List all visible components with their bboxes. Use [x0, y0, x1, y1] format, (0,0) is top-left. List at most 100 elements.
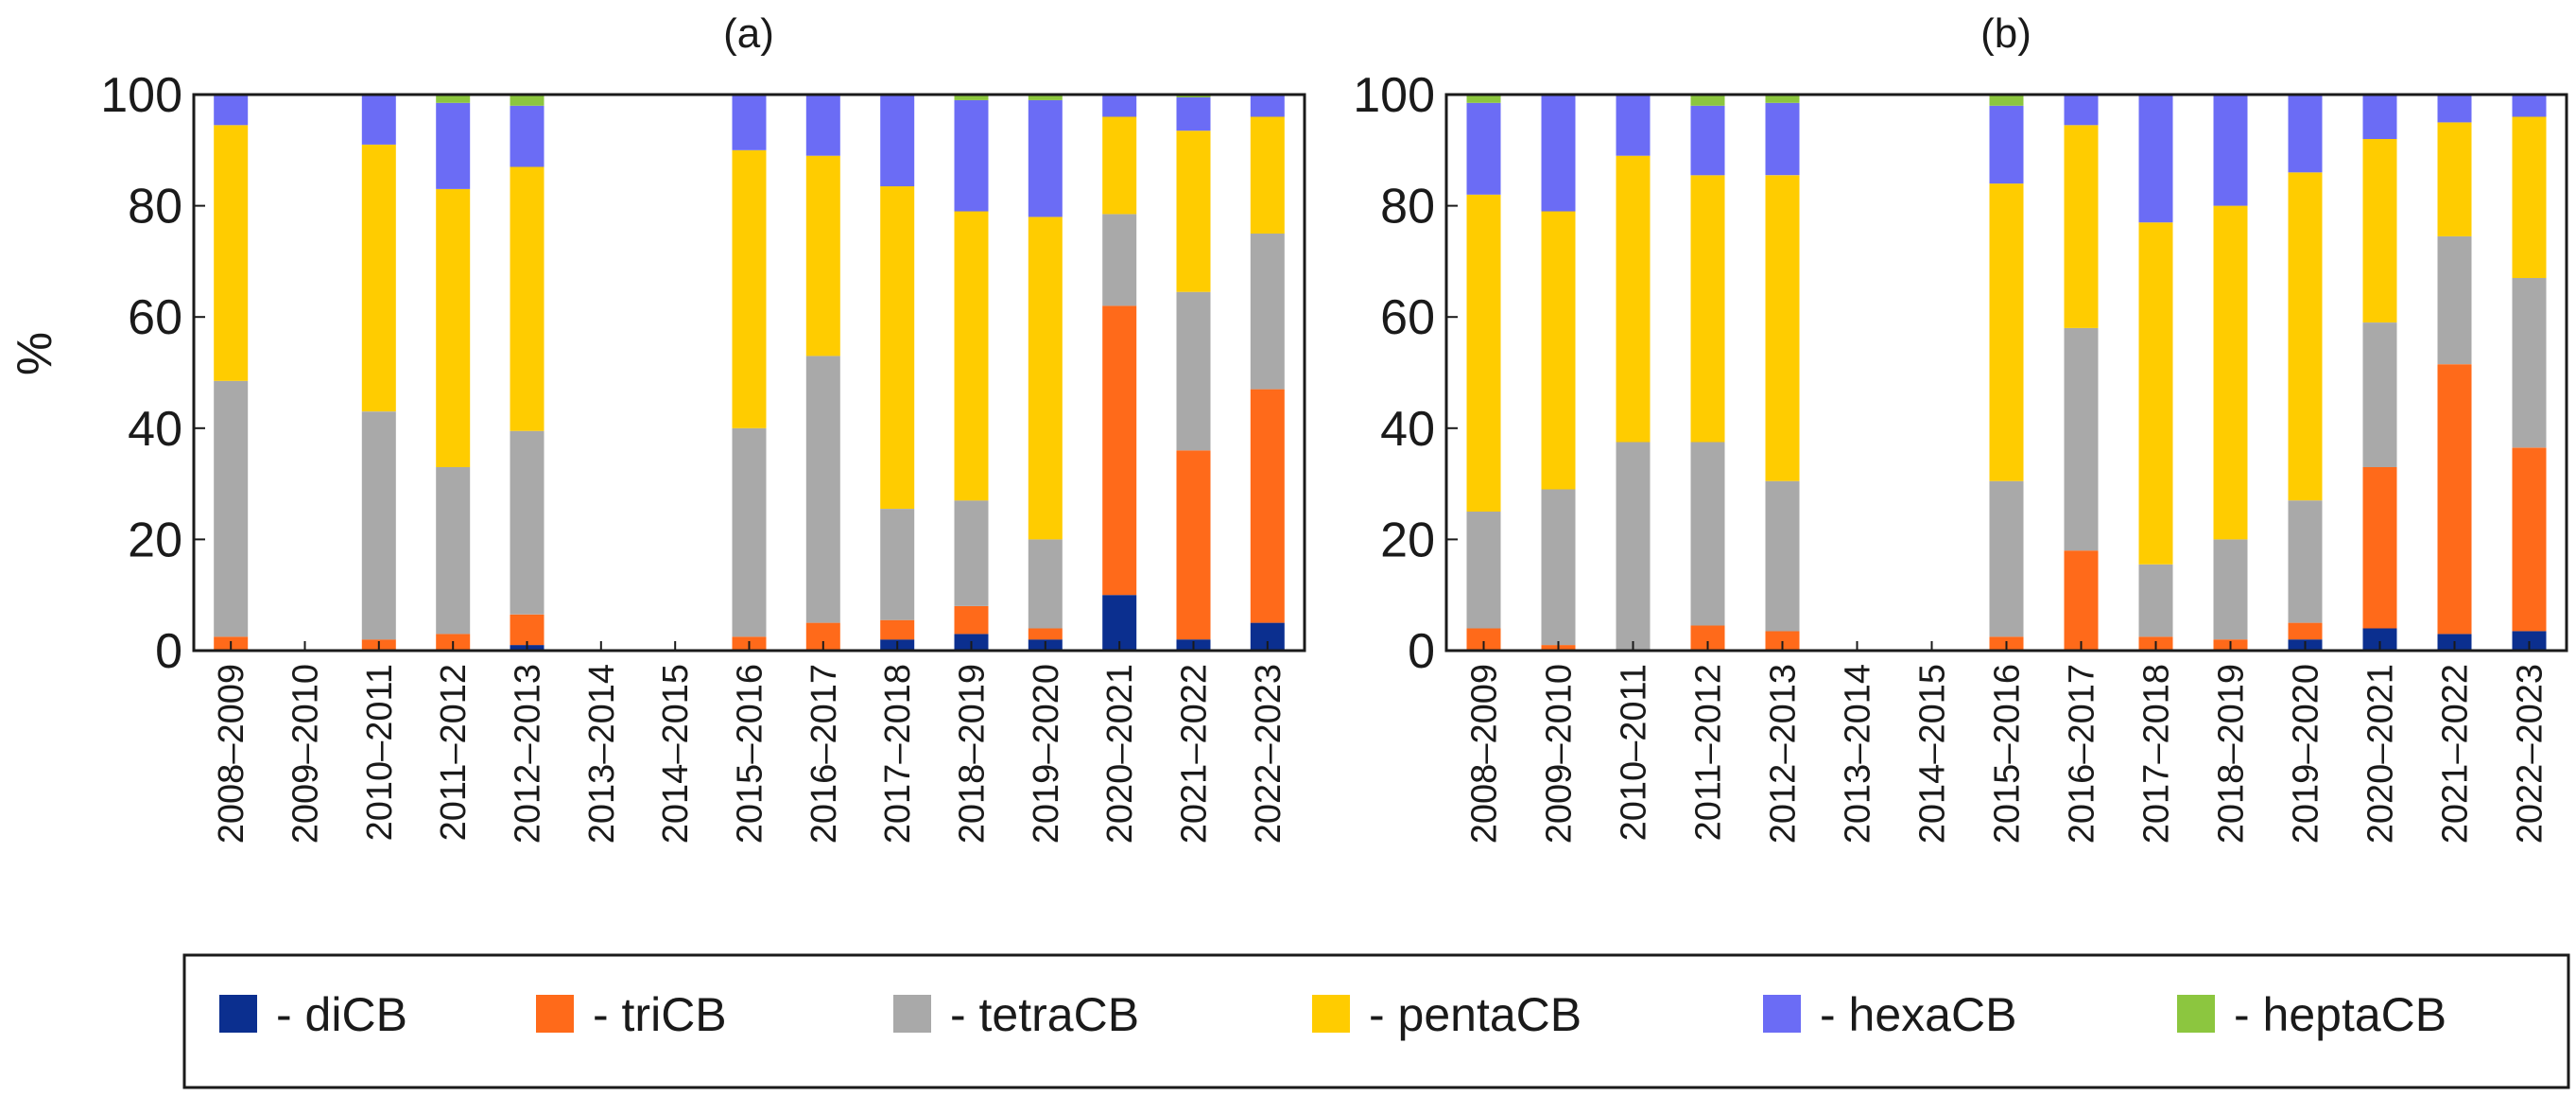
x-tick-label: 2016–2017	[804, 664, 844, 844]
bar-segment-heptaCB-a-4	[510, 95, 545, 106]
bar-segment-hexaCB-b-14	[2512, 95, 2547, 117]
bar-segment-tetraCB-a-2	[361, 411, 396, 640]
bar-segment-pentaCB-a-7	[732, 149, 767, 428]
x-tick-label: 2014–2015	[1913, 664, 1953, 844]
legend-swatch-diCB	[219, 995, 257, 1033]
bar-segment-tetraCB-b-13	[2437, 235, 2472, 365]
bar-segment-triCB-a-10	[954, 606, 989, 635]
bar-segment-pentaCB-a-3	[436, 189, 471, 467]
bar-segment-pentaCB-a-4	[510, 166, 545, 431]
bar-segment-tetraCB-a-14	[1250, 234, 1285, 390]
bar-segment-tetraCB-a-7	[732, 427, 767, 637]
x-tick-label: 2018–2019	[953, 664, 993, 844]
bar-segment-tetraCB-b-7	[1989, 480, 2024, 637]
x-tick-label: 2021–2022	[2436, 664, 2476, 844]
bar-segment-hexaCB-b-12	[2362, 95, 2397, 139]
bar-segment-hexaCB-a-2	[361, 95, 396, 145]
x-tick-label: 2009–2010	[286, 664, 326, 844]
bar-segment-diCB-b-12	[2362, 628, 2397, 651]
y-tick-label: 20	[128, 513, 182, 567]
bar-segment-triCB-a-4	[510, 614, 545, 646]
bar-segment-tetraCB-b-4	[1765, 480, 1800, 632]
y-tick-label: 0	[1408, 624, 1435, 679]
bar-segment-hexaCB-b-3	[1690, 105, 1725, 176]
bar-segment-pentaCB-b-1	[1541, 211, 1576, 490]
bar-segment-hexaCB-a-3	[436, 102, 471, 189]
bar-segment-hexaCB-a-7	[732, 95, 767, 150]
y-tick-label: 0	[155, 624, 182, 679]
panel-b-bars	[1466, 95, 2547, 651]
bar-segment-pentaCB-a-10	[954, 211, 989, 501]
bar-segment-pentaCB-b-9	[2138, 222, 2173, 565]
x-tick-label: 2008–2009	[1465, 664, 1505, 844]
x-tick-label: 2020–2021	[1100, 664, 1140, 844]
bar-segment-triCB-a-9	[880, 619, 915, 640]
y-tick-label: 80	[128, 180, 182, 235]
legend-frame	[182, 953, 2570, 1089]
x-tick-label: 2009–2010	[1540, 664, 1580, 844]
bar-segment-pentaCB-b-10	[2213, 205, 2248, 540]
legend-label-pentaCB: - pentaCB	[1369, 988, 1582, 1041]
x-tick-label: 2022–2023	[2511, 664, 2550, 844]
y-axis-label: %	[8, 332, 62, 375]
bar-segment-triCB-b-0	[1466, 628, 1501, 651]
legend-swatch-tetraCB	[893, 995, 931, 1033]
bar-segment-hexaCB-b-13	[2437, 95, 2472, 123]
x-tick-label: 2010–2011	[360, 664, 400, 841]
bar-segment-triCB-b-11	[2288, 622, 2323, 640]
legend: - diCB - triCB - tetraCB - pentaCB - hexaCB -…	[182, 953, 2570, 1089]
bar-segment-tetraCB-a-3	[436, 467, 471, 635]
bar-segment-pentaCB-b-8	[2064, 125, 2099, 328]
y-tick-label: 40	[1380, 402, 1435, 457]
x-tick-label: 2015–2016	[731, 664, 770, 844]
bar-segment-hexaCB-b-7	[1989, 105, 2024, 184]
legend-swatch-pentaCB	[1312, 995, 1350, 1033]
legend-swatch-triCB	[536, 995, 574, 1033]
bar-segment-pentaCB-b-0	[1466, 194, 1501, 513]
legend-items: - diCB - triCB - tetraCB - pentaCB - hexaCB -…	[219, 988, 2446, 1041]
bar-segment-hexaCB-b-1	[1541, 95, 1576, 212]
bar-segment-diCB-b-14	[2512, 631, 2547, 651]
x-tick-label: 2013–2014	[582, 664, 622, 844]
bar-segment-tetraCB-b-10	[2213, 539, 2248, 640]
x-tick-label: 2019–2020	[2287, 664, 2326, 844]
bar-segment-tetraCB-a-0	[214, 380, 249, 637]
bar-segment-hexaCB-a-4	[510, 105, 545, 167]
bar-segment-hexaCB-b-2	[1616, 95, 1651, 156]
bar-segment-tetraCB-b-11	[2288, 500, 2323, 623]
bar-segment-triCB-b-12	[2362, 467, 2397, 629]
x-tick-label: 2010–2011	[1615, 664, 1654, 841]
panel-a-x-ticks: 2008–2009 2009–2010 2010–2011 2011–2012 2012…	[212, 641, 1288, 844]
bar-segment-tetraCB-b-12	[2362, 322, 2397, 467]
y-tick-label: 20	[1380, 513, 1435, 567]
bar-segment-tetraCB-a-10	[954, 500, 989, 606]
bar-segment-triCB-a-11	[1028, 628, 1063, 640]
bar-segment-triCB-a-13	[1176, 450, 1211, 640]
bar-segment-tetraCB-a-12	[1102, 214, 1137, 306]
bar-segment-heptaCB-a-3	[436, 95, 471, 103]
y-tick-label: 100	[100, 68, 182, 123]
bar-segment-triCB-b-4	[1765, 631, 1800, 651]
x-tick-label: 2017–2018	[878, 664, 918, 844]
bar-segment-heptaCB-a-11	[1028, 95, 1063, 100]
bar-segment-tetraCB-a-4	[510, 430, 545, 615]
x-tick-label: 2015–2016	[1988, 664, 2028, 844]
bar-segment-hexaCB-b-4	[1765, 102, 1800, 176]
bar-segment-pentaCB-b-13	[2437, 122, 2472, 236]
bar-segment-tetraCB-a-13	[1176, 291, 1211, 451]
bar-segment-pentaCB-b-14	[2512, 116, 2547, 278]
bar-segment-hexaCB-a-9	[880, 95, 915, 186]
bar-segment-heptaCB-b-0	[1466, 95, 1501, 103]
bar-segment-pentaCB-a-2	[361, 144, 396, 412]
bar-segment-tetraCB-a-8	[805, 356, 840, 623]
bar-segment-heptaCB-b-4	[1765, 95, 1800, 103]
y-tick-label: 60	[128, 290, 182, 345]
bar-segment-hexaCB-a-10	[954, 99, 989, 212]
legend-swatch-hexaCB	[1763, 995, 1801, 1033]
bar-segment-hexaCB-b-9	[2138, 95, 2173, 223]
bar-segment-triCB-b-13	[2437, 364, 2472, 635]
bar-segment-hexaCB-b-11	[2288, 95, 2323, 173]
bar-segment-pentaCB-a-14	[1250, 116, 1285, 234]
panel-a-bars	[214, 95, 1285, 651]
bar-segment-hexaCB-a-11	[1028, 99, 1063, 217]
